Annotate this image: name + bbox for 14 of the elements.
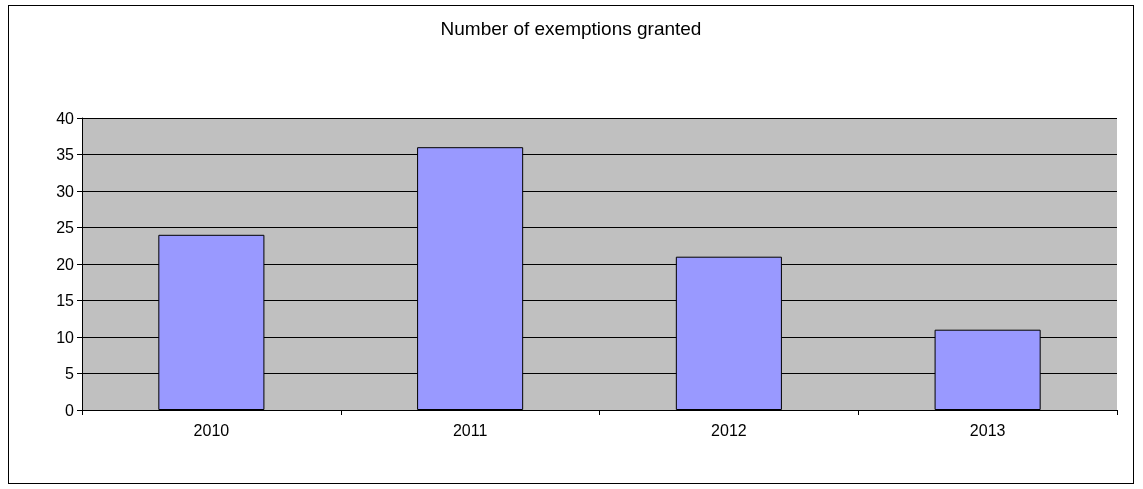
y-tick-label: 20 — [56, 255, 75, 273]
y-tick-label: 0 — [65, 401, 75, 419]
y-tick-label: 10 — [56, 328, 75, 346]
x-tick-label: 2011 — [452, 421, 488, 439]
x-tick-label: 2010 — [193, 421, 230, 439]
y-tick-label: 30 — [56, 182, 75, 200]
y-tick-label: 35 — [56, 146, 75, 163]
y-tick-label: 5 — [65, 365, 75, 382]
x-tick-label: 2013 — [969, 421, 1006, 439]
x-tick-label: 2012 — [711, 421, 747, 439]
y-tick-label: 40 — [56, 109, 75, 127]
y-tick-label: 15 — [56, 292, 75, 309]
y-tick-label: 25 — [56, 219, 75, 236]
chart-title: Number of exemptions granted — [440, 18, 702, 39]
